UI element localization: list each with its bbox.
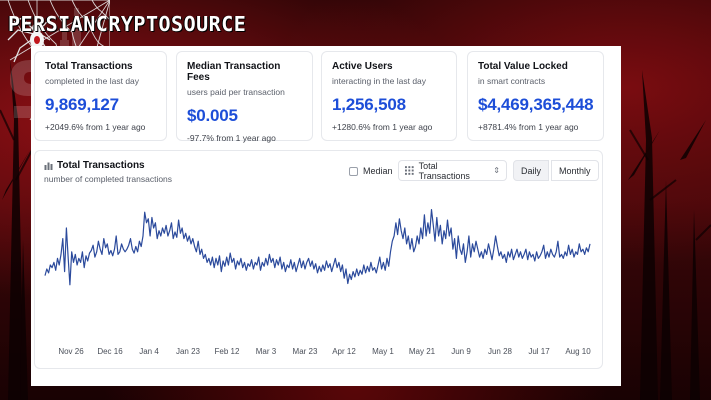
dashboard-panel: Total Transactions completed in the last… (31, 46, 621, 386)
x-tick-label: Jan 23 (176, 347, 201, 356)
monthly-button[interactable]: Monthly (551, 160, 599, 181)
x-tick-label: Mar 3 (256, 347, 277, 356)
card-subtitle: in smart contracts (478, 76, 546, 86)
card-value: $4,469,365,448 (478, 95, 594, 114)
x-tick-label: Jun 9 (451, 347, 471, 356)
x-tick-label: Apr 12 (332, 347, 356, 356)
metric-select[interactable]: Total Transactions ⇕ (398, 160, 507, 181)
x-tick-label: Nov 26 (58, 347, 84, 356)
x-tick-label: Feb 12 (215, 347, 240, 356)
x-tick-label: Mar 23 (293, 347, 318, 356)
x-tick-label: Jun 28 (488, 347, 513, 356)
chevron-updown-icon: ⇕ (493, 166, 500, 175)
card-value: $0.005 (187, 106, 238, 125)
card-value: 9,869,127 (45, 95, 119, 114)
median-toggle[interactable]: Median (349, 166, 393, 176)
x-tick-label: Jan 4 (139, 347, 159, 356)
x-tick-label: Aug 10 (565, 347, 591, 356)
card-title: Median Transaction Fees (187, 61, 281, 83)
spider-icon (7, 0, 50, 63)
card-title: Total Transactions (45, 61, 133, 72)
card-median-fees: Median Transaction Fees users paid per t… (176, 51, 313, 143)
card-active-users: Active Users interacting in the last day… (321, 51, 457, 141)
grid-icon (405, 166, 414, 175)
x-tick-label: Jul 17 (528, 347, 550, 356)
median-label: Median (363, 166, 393, 176)
card-change: +1280.6% from 1 year ago (332, 122, 433, 132)
chart-title: Total Transactions (44, 160, 145, 171)
card-change: +2049.6% from 1 year ago (45, 122, 146, 132)
card-title: Total Value Locked (478, 61, 568, 72)
x-tick-label: Dec 16 (97, 347, 123, 356)
card-title: Active Users (332, 61, 393, 72)
transactions-line-chart: Nov 26 Dec 16 Jan 4 Jan 23 Feb 12 Mar 3 Mar 23… (44, 209, 591, 356)
daily-button[interactable]: Daily (513, 160, 550, 181)
card-subtitle: interacting in the last day (332, 76, 427, 86)
card-change: -97.7% from 1 year ago (187, 133, 276, 143)
chart-card: Total Transactions number of completed t… (34, 150, 603, 369)
x-tick-label: May 21 (409, 347, 436, 356)
card-subtitle: completed in the last day (45, 76, 140, 86)
metric-select-value: Total Transactions (418, 160, 470, 181)
bar-chart-icon (44, 162, 53, 170)
x-axis-ticks: Nov 26 Dec 16 Jan 4 Jan 23 Feb 12 Mar 3 Mar 23… (58, 347, 591, 356)
interval-toggle: Daily Monthly (513, 160, 599, 181)
card-subtitle: users paid per transaction (187, 87, 285, 97)
card-total-value-locked: Total Value Locked in smart contracts $4… (467, 51, 604, 141)
card-value: 1,256,508 (332, 95, 406, 114)
chart-subtitle: number of completed transactions (44, 174, 173, 184)
card-change: +8781.4% from 1 year ago (478, 122, 579, 132)
chart-title-text: Total Transactions (57, 160, 145, 171)
median-checkbox[interactable] (349, 166, 358, 176)
x-tick-label: May 1 (372, 347, 394, 356)
brand-title: PERSIANCRYPTOSOURCE (8, 12, 247, 36)
card-total-transactions: Total Transactions completed in the last… (34, 51, 167, 141)
series-line (44, 209, 591, 286)
